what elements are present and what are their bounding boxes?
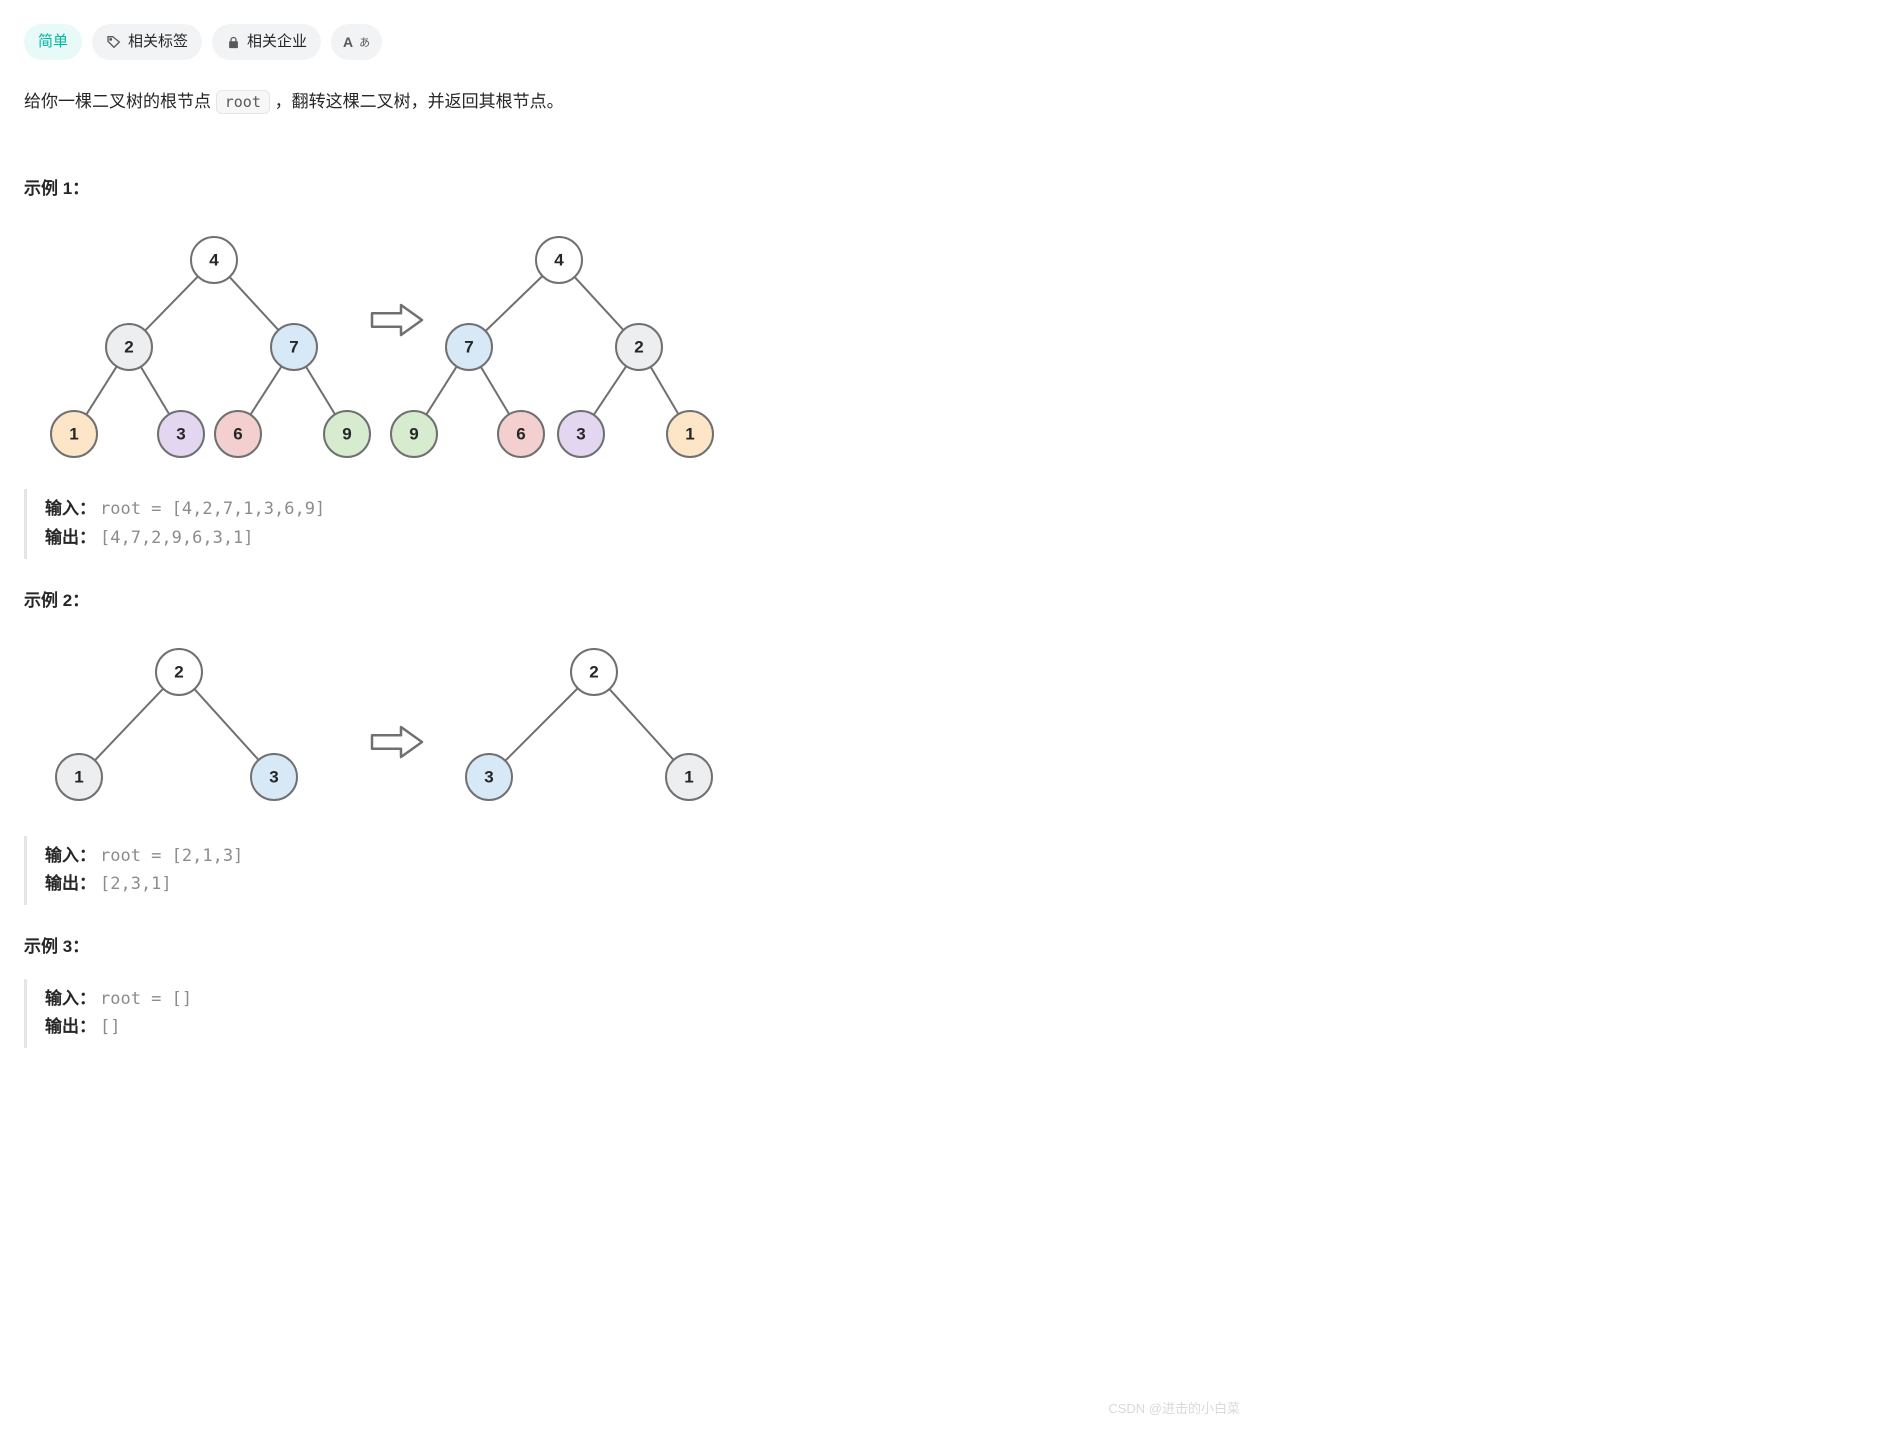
tree-node-label: 6 xyxy=(516,425,525,444)
tree-node-label: 2 xyxy=(174,662,183,681)
lock-icon xyxy=(226,35,241,50)
input-value: root = [2,1,3] xyxy=(100,842,243,871)
difficulty-label: 简单 xyxy=(38,30,68,54)
input-label: 输入： xyxy=(45,495,96,524)
related-companies-label: 相关企业 xyxy=(247,30,307,54)
tags-row: 简单 相关标签 相关企业 Aあ xyxy=(24,24,1230,60)
tree-node-label: 9 xyxy=(409,425,418,444)
tree-node-label: 2 xyxy=(124,338,133,357)
difficulty-tag[interactable]: 简单 xyxy=(24,24,82,60)
tree-node-label: 9 xyxy=(342,425,351,444)
tree-node-label: 1 xyxy=(69,425,78,444)
tree-node-label: 4 xyxy=(554,251,564,270)
tree-node-label: 3 xyxy=(576,425,585,444)
arrow-icon xyxy=(372,305,422,335)
example-1-title: 示例 1： xyxy=(24,175,1230,202)
output-label: 输出： xyxy=(45,1013,96,1042)
tree-node-label: 7 xyxy=(464,338,473,357)
example-3-input-row: 输入： root = [] xyxy=(45,985,1230,1014)
tree-node-label: 6 xyxy=(233,425,242,444)
example-3-output-row: 输出： [] xyxy=(45,1013,1230,1042)
related-companies-pill[interactable]: 相关企业 xyxy=(212,24,321,60)
tag-icon xyxy=(106,34,122,50)
example-2-input-row: 输入： root = [2,1,3] xyxy=(45,842,1230,871)
input-value: root = [4,2,7,1,3,6,9] xyxy=(100,495,325,524)
output-value: [] xyxy=(100,1013,120,1042)
translate-pill[interactable]: Aあ xyxy=(331,24,382,60)
output-label: 输出： xyxy=(45,524,96,553)
input-value: root = [] xyxy=(100,985,192,1014)
output-value: [2,3,1] xyxy=(100,870,172,899)
arrow-icon xyxy=(372,727,422,757)
example-1-input-row: 输入： root = [4,2,7,1,3,6,9] xyxy=(45,495,1230,524)
related-tags-label: 相关标签 xyxy=(128,30,188,54)
problem-prefix: 给你一棵二叉树的根节点 xyxy=(24,92,216,111)
tree-node-label: 3 xyxy=(269,767,278,786)
tree-node-label: 3 xyxy=(484,767,493,786)
tree-node-label: 2 xyxy=(634,338,643,357)
related-tags-pill[interactable]: 相关标签 xyxy=(92,24,202,60)
tree-node-label: 3 xyxy=(176,425,185,444)
watermark: CSDN @进击的小白菜 xyxy=(1108,1399,1240,1420)
tree-node-label: 1 xyxy=(74,767,83,786)
output-label: 输出： xyxy=(45,870,96,899)
example-1-io: 输入： root = [4,2,7,1,3,6,9] 输出： [4,7,2,9,… xyxy=(24,489,1230,559)
translate-icon-jp: あ xyxy=(359,35,370,53)
translate-icon: A xyxy=(343,31,353,53)
example-1-diagram: 4 2 7 1 3 6 9 4 7 2 9 6 3 1 xyxy=(24,220,1230,479)
tree-node-label: 7 xyxy=(289,338,298,357)
tree-node-label: 2 xyxy=(589,662,598,681)
tree-node-label: 1 xyxy=(685,425,694,444)
example-1-output-row: 输出： [4,7,2,9,6,3,1] xyxy=(45,524,1230,553)
code-token-root: root xyxy=(216,90,270,114)
input-label: 输入： xyxy=(45,842,96,871)
problem-suffix: ，翻转这棵二叉树，并返回其根节点。 xyxy=(275,92,564,111)
example-2-diagram: 2 1 3 2 3 1 xyxy=(24,632,1230,826)
tree-node-label: 4 xyxy=(209,251,219,270)
example-2-output-row: 输出： [2,3,1] xyxy=(45,870,1230,899)
example-3-title: 示例 3： xyxy=(24,933,1230,960)
example-2-title: 示例 2： xyxy=(24,587,1230,614)
output-value: [4,7,2,9,6,3,1] xyxy=(100,524,254,553)
example-2-io: 输入： root = [2,1,3] 输出： [2,3,1] xyxy=(24,836,1230,906)
tree-node-label: 1 xyxy=(684,767,693,786)
input-label: 输入： xyxy=(45,985,96,1014)
problem-statement: 给你一棵二叉树的根节点 root ，翻转这棵二叉树，并返回其根节点。 xyxy=(24,88,1230,115)
example-3-io: 输入： root = [] 输出： [] xyxy=(24,979,1230,1049)
